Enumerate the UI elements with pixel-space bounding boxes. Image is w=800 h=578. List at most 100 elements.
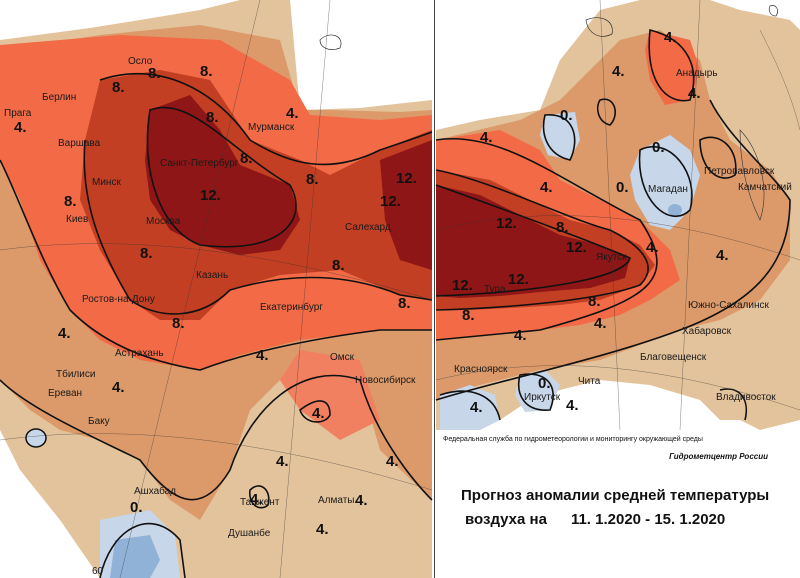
iso-8: 8.: [462, 307, 475, 324]
iso-4: 4.: [664, 29, 677, 46]
city-dushanbe: Душанбе: [228, 527, 271, 539]
left-isoline-values: 8. 8. 8. 4. 4. 8. 8. 12. 8. 12. 12. 8. 8…: [14, 63, 417, 538]
city-tbilisi: Тбилиси: [56, 368, 95, 380]
iso-4: 4.: [250, 491, 263, 508]
iso-4: 4.: [386, 453, 399, 470]
city-khabarovsk: Хабаровск: [682, 325, 732, 337]
iso-8: 8.: [64, 193, 77, 210]
iso-8: 8.: [332, 257, 345, 274]
iso-4: 4.: [514, 327, 527, 344]
iso-4: 4.: [355, 492, 368, 509]
iso-4: 4.: [286, 105, 299, 122]
city-anadyr: Анадырь: [676, 68, 718, 79]
city-ashgabat: Ашхабад: [134, 485, 176, 497]
forecast-dates: 11. 1.2020 - 15. 1.2020: [570, 511, 726, 528]
iso-4: 4.: [112, 379, 125, 396]
city-rostov: Ростов-на-Дону: [82, 294, 155, 305]
city-yakutsk: Якутск: [596, 252, 627, 263]
right-isoline-values: 4. 4. 4. 0. 0. 4. 4. 8. 12. 12. 12. 12. …: [452, 29, 729, 416]
city-spb: Санкт-Петербург: [160, 157, 239, 169]
city-kyiv: Киев: [66, 214, 88, 225]
iso-8: 8.: [206, 109, 219, 126]
iso-4: 4.: [316, 521, 329, 538]
city-moscow: Москва: [146, 216, 181, 227]
iso-8: 8.: [112, 79, 125, 96]
city-omsk: Омск: [330, 352, 355, 363]
left-anomaly-12-plus-east: [380, 140, 432, 270]
iso-4: 4.: [312, 405, 325, 422]
left-isolines: [0, 72, 433, 578]
forecast-center: Гидрометцентр России: [669, 452, 768, 461]
left-map: Осло Берлин Прага Варшава Минск Киев Сан…: [0, 0, 433, 578]
iso-4: 4.: [646, 239, 659, 256]
iso-12: 12.: [396, 170, 417, 187]
right-cold-zone-irkutsk: [515, 370, 560, 412]
city-baku: Баку: [88, 416, 110, 427]
iso-4: 4.: [540, 179, 553, 196]
forecast-title-prefix: воздуха на: [465, 511, 547, 528]
iso-4: 4.: [612, 63, 625, 80]
iso-0: 0.: [560, 107, 573, 124]
iso-12: 12.: [380, 193, 401, 210]
iso-8: 8.: [398, 295, 411, 312]
iso-4: 4.: [566, 397, 579, 414]
iso-12: 12.: [566, 239, 587, 256]
left-cold-spot-caspian: [25, 428, 47, 448]
iso-4: 4.: [594, 315, 607, 332]
city-almaty: Алматы: [318, 495, 355, 506]
iso-4: 4.: [14, 119, 27, 136]
city-blagoveshchensk: Благовещенск: [640, 352, 707, 363]
forecast-title-line2: воздуха на 11. 1.2020 - 15. 1.2020: [465, 511, 725, 528]
agency-name: Федеральная служба по гидрометеорологии …: [443, 436, 703, 443]
iso-4: 4.: [688, 85, 701, 102]
right-city-labels: Анадырь Магадан Петропавловск Камчатский…: [454, 68, 792, 403]
iso-8: 8.: [240, 150, 253, 167]
city-yerevan: Ереван: [48, 388, 82, 399]
iso-0: 0.: [130, 499, 143, 516]
info-panel: Федеральная служба по гидрометеорологии …: [437, 432, 800, 578]
city-novosibirsk: Новосибирск: [355, 374, 416, 386]
city-tashkent: Ташкент: [240, 497, 280, 508]
forecast-title-line1: Прогноз аномалии средней температуры: [461, 487, 770, 504]
city-vladivostok: Владивосток: [716, 392, 776, 403]
right-anomaly-12-plus: [436, 185, 630, 298]
iso-8: 8.: [148, 65, 161, 82]
city-chita: Чита: [578, 376, 601, 387]
iso-0: 0.: [538, 375, 551, 392]
iso-12: 12.: [452, 277, 473, 294]
left-anomaly-12-plus: [145, 95, 300, 255]
iso-12: 12.: [508, 271, 529, 288]
right-graticule: [435, 0, 800, 431]
grid-label-60: 60: [92, 566, 104, 577]
left-graticule: [0, 0, 433, 578]
iso-8: 8.: [172, 315, 185, 332]
city-warsaw: Варшава: [58, 138, 101, 149]
iso-4: 4.: [58, 325, 71, 342]
city-kazan: Казань: [196, 270, 228, 281]
city-yuzhno: Южно-Сахалинск: [688, 300, 769, 311]
city-salekhard: Салехард: [345, 222, 391, 233]
iso-0: 0.: [616, 179, 629, 196]
left-cold-core-south: [110, 535, 160, 578]
iso-8: 8.: [556, 219, 569, 236]
iso-8: 8.: [200, 63, 213, 80]
iso-4: 4.: [480, 129, 493, 146]
city-yekaterinburg: Екатеринбург: [260, 301, 323, 313]
right-arctic-islands: [319, 5, 778, 50]
right-isolines: [435, 28, 791, 421]
city-berlin: Берлин: [42, 92, 76, 103]
city-minsk: Минск: [92, 177, 121, 188]
iso-8: 8.: [588, 293, 601, 310]
iso-12: 12.: [200, 187, 221, 204]
city-magadan: Магадан: [648, 184, 688, 195]
left-city-labels: Осло Берлин Прага Варшава Минск Киев Сан…: [4, 56, 416, 577]
right-cold-zone-magadan: [630, 135, 700, 230]
iso-4: 4.: [716, 247, 729, 264]
iso-4: 4.: [256, 347, 269, 364]
right-kamchatka-outline: [739, 129, 765, 221]
city-murmansk: Мурманск: [248, 122, 295, 133]
city-astrakhan: Астрахань: [115, 348, 164, 359]
right-map: Анадырь Магадан Петропавловск Камчатский…: [319, 0, 800, 578]
